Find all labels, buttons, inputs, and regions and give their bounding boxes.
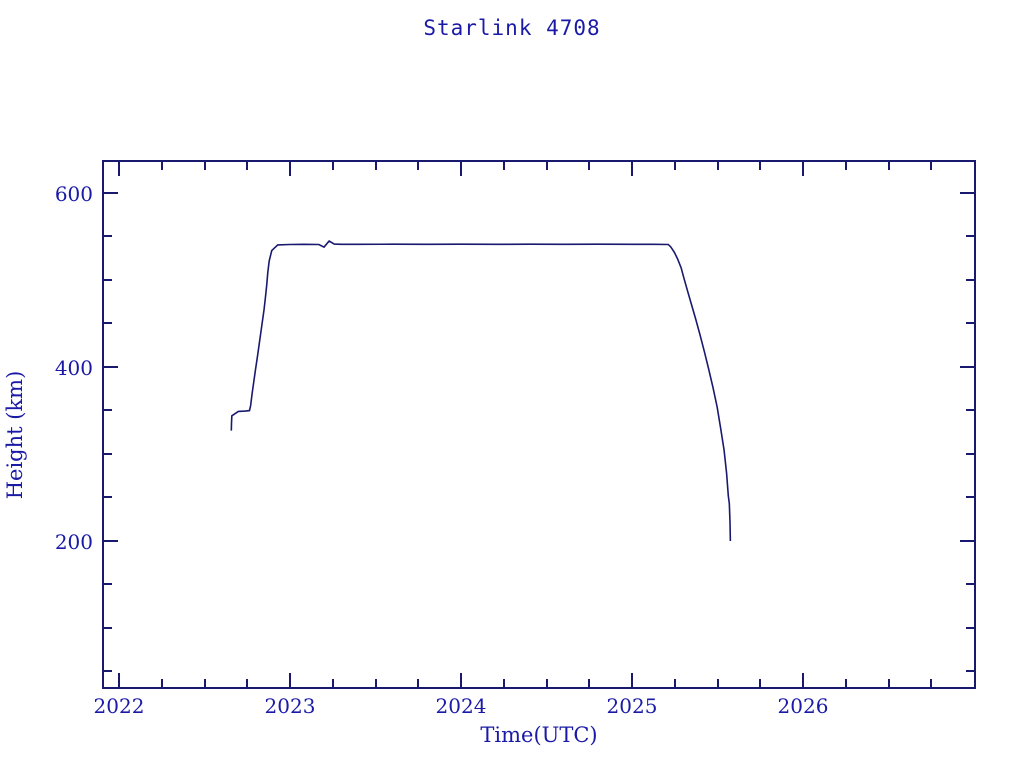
y-axis-major-ticks: [103, 192, 118, 542]
data-line-starlink-4708: [230, 239, 732, 542]
x-axis-title: Time(UTC): [480, 723, 597, 747]
x-axis-minor-ticks: [161, 679, 932, 688]
y-axis-right-major-ticks: [960, 192, 975, 542]
x-tick-label-2024: 2024: [436, 694, 487, 718]
x-axis-major-ticks: [118, 673, 804, 688]
plot-frame: [102, 160, 976, 689]
page-title: Starlink 4708: [423, 16, 601, 40]
y-axis-right-minor-ticks: [966, 235, 975, 672]
x-tick-label-2026: 2026: [778, 694, 829, 718]
y-tick-label-200: 200: [55, 530, 93, 554]
x-axis-top-major-ticks: [118, 161, 804, 176]
y-axis-minor-ticks: [103, 235, 112, 672]
x-axis-top-minor-ticks: [161, 161, 932, 170]
y-axis-title: Height (km): [3, 371, 27, 500]
y-tick-label-600: 600: [55, 182, 93, 206]
x-tick-label-2025: 2025: [607, 694, 658, 718]
y-tick-label-400: 400: [55, 356, 93, 380]
x-tick-label-2023: 2023: [265, 694, 316, 718]
data-series-group: [230, 239, 732, 542]
x-tick-label-2022: 2022: [94, 694, 145, 718]
